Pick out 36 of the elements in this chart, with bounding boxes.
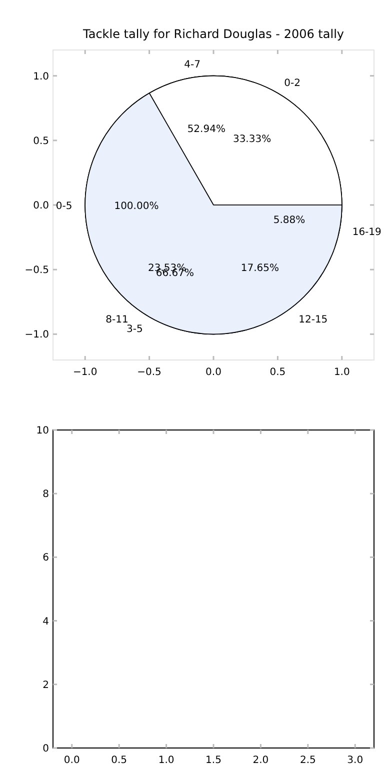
y-tick-label: 0.5 [33, 136, 49, 147]
x-tick-label: 0.0 [206, 367, 222, 378]
y-tick-label: 10 [36, 426, 49, 436]
slice-label: 3-5 [126, 324, 143, 336]
data-label: 5.88% [273, 215, 306, 226]
y-tick-label: −0.5 [24, 265, 49, 276]
x-tick-label: −1.0 [72, 367, 98, 378]
data-label: 100.00% [114, 201, 159, 212]
chart-title: Tackle tally for Richard Douglas - 2006 tally [82, 27, 344, 41]
y-tick-label: 0.0 [33, 200, 49, 212]
x-tick-label: 1.0 [334, 367, 350, 378]
x-tick-label: 0.0 [64, 755, 80, 766]
x-tick-label: 1.0 [158, 755, 174, 766]
slice-label: 0-2 [284, 78, 300, 89]
y-tick-label: 6 [42, 552, 49, 564]
slice-label: 4-7 [184, 60, 200, 71]
x-tick-label: 0.5 [111, 755, 128, 766]
y-tick-label: 4 [42, 616, 49, 628]
data-label: 52.94% [187, 124, 226, 135]
x-tick-label: 1.5 [206, 755, 222, 766]
slice-label: 12-15 [298, 314, 328, 326]
x-tick-label: 2.5 [300, 755, 316, 766]
x-tick-label: −0.5 [137, 367, 162, 378]
slice-label: 8-11 [106, 314, 128, 326]
y-tick-label: 8 [42, 489, 49, 500]
x-tick-label: 3.0 [347, 755, 364, 766]
data-label: 33.33% [232, 134, 272, 145]
slice-label: 0-5 [56, 201, 72, 212]
y-tick-label: −1.0 [24, 330, 49, 341]
x-tick-label: 2.0 [252, 755, 269, 766]
y-tick-label: 1.0 [33, 71, 49, 82]
y-tick-label: 2 [42, 680, 49, 691]
y-tick-label: 0 [42, 744, 49, 754]
x-tick-label: 0.5 [270, 367, 286, 378]
data-label: 17.65% [240, 262, 279, 274]
slice-label: 16-19 [352, 227, 382, 238]
